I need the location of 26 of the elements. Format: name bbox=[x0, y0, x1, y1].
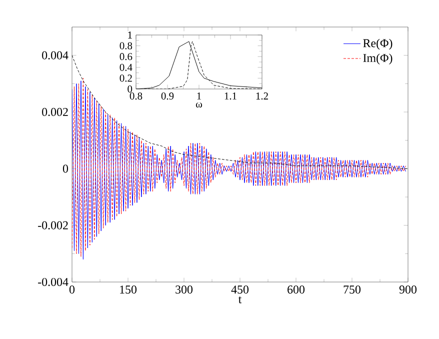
y-tick-label: -0.002 bbox=[38, 221, 68, 230]
y-tick-label: 0 bbox=[128, 85, 132, 93]
x-axis-title: ω bbox=[196, 102, 202, 108]
y-tick-label: 0.004 bbox=[42, 51, 68, 60]
x-axis-title: t bbox=[238, 296, 242, 304]
x-tick-label: 1.1 bbox=[224, 92, 236, 100]
y-tick-label: 1 bbox=[128, 32, 132, 38]
y-tick-label: 0.4 bbox=[120, 64, 132, 71]
y-tick-label: 0.6 bbox=[120, 53, 132, 60]
legend-label: Im(Φ) bbox=[363, 54, 392, 64]
x-tick-label: 1 bbox=[197, 92, 201, 100]
x-tick-label: 0 bbox=[69, 286, 75, 294]
y-tick-label: 0.002 bbox=[42, 108, 68, 116]
x-tick-label: 600 bbox=[288, 286, 305, 294]
y-tick-label: 0.8 bbox=[120, 42, 132, 50]
x-tick-label: 150 bbox=[120, 286, 137, 294]
x-tick-label: 450 bbox=[231, 286, 249, 294]
y-tick-label: 0.2 bbox=[120, 74, 132, 82]
x-tick-label: 1.2 bbox=[256, 92, 268, 100]
x-tick-label: 750 bbox=[344, 286, 361, 294]
x-tick-label: 300 bbox=[176, 286, 193, 294]
y-tick-label: 0 bbox=[62, 164, 68, 173]
legend-label: Re(Φ) bbox=[363, 38, 392, 50]
x-tick-label: 0.9 bbox=[161, 92, 174, 100]
y-tick-label: -0.004 bbox=[38, 278, 68, 286]
x-tick-label: 900 bbox=[399, 286, 417, 294]
